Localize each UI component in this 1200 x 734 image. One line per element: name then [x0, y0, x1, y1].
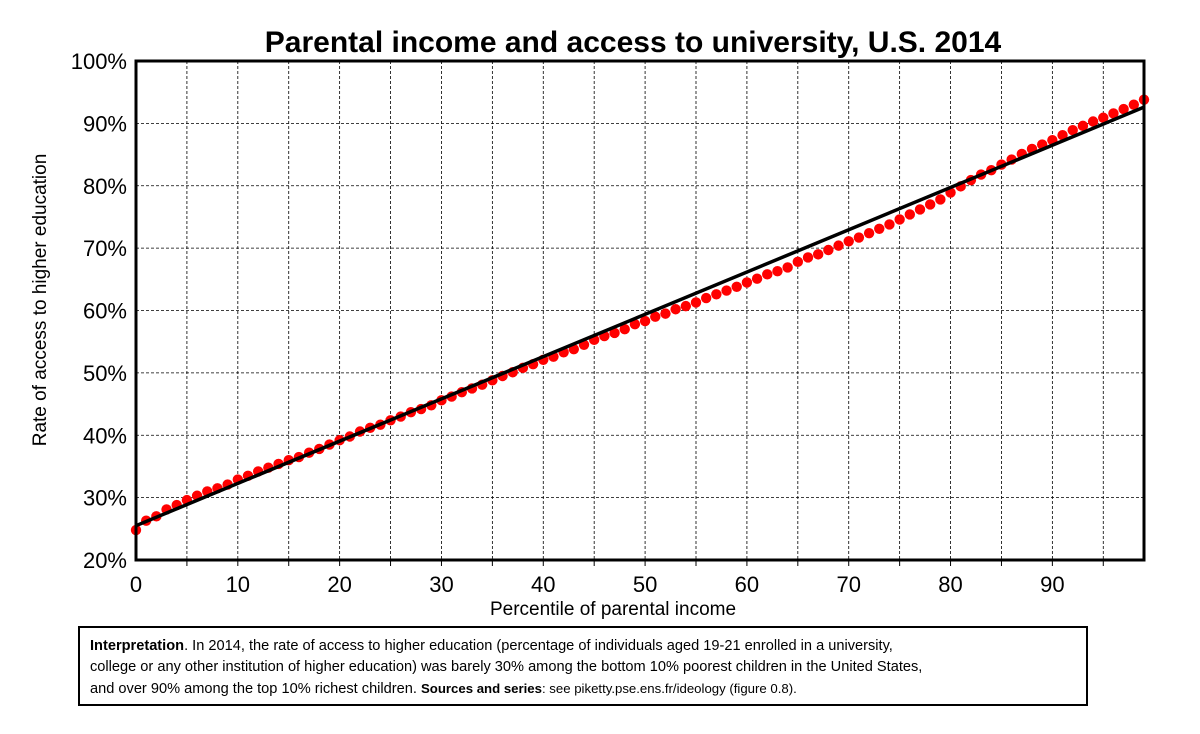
data-point — [823, 244, 834, 256]
y-tick-label: 90% — [83, 111, 127, 136]
data-point — [762, 269, 773, 280]
data-point — [721, 285, 732, 296]
data-point — [650, 311, 661, 322]
data-point — [812, 249, 824, 260]
y-tick-label: 60% — [83, 299, 127, 324]
trend-line — [135, 105, 1145, 528]
data-point — [741, 277, 753, 288]
note-line-2: college or any other institution of high… — [90, 659, 923, 675]
data-point — [833, 240, 844, 251]
data-point — [711, 289, 722, 300]
y-tick-label: 80% — [83, 174, 127, 199]
data-point — [639, 315, 651, 327]
data-point — [1087, 116, 1099, 127]
data-point — [843, 236, 854, 247]
data-point — [629, 319, 641, 330]
data-point — [914, 204, 926, 215]
x-tick-label: 10 — [226, 572, 250, 597]
data-point — [853, 232, 865, 243]
data-point — [904, 209, 916, 220]
data-point — [609, 327, 620, 339]
data-point — [792, 256, 804, 268]
x-tick-label: 90 — [1040, 572, 1064, 597]
y-tick-label: 20% — [83, 548, 127, 573]
data-point — [1118, 103, 1129, 115]
note-interpretation-label: Interpretation — [90, 638, 185, 654]
note-sources-text: : see piketty.pse.ens.fr/ideology (figur… — [541, 681, 797, 696]
data-point — [1098, 112, 1109, 123]
data-point — [884, 219, 895, 230]
data-point — [1128, 99, 1140, 110]
x-tick-label: 20 — [327, 572, 351, 597]
y-tick-label: 100% — [71, 49, 127, 74]
x-tick-label: 60 — [735, 572, 759, 597]
data-point — [1108, 108, 1119, 119]
x-tick-label: 80 — [938, 572, 962, 597]
data-point — [731, 281, 742, 292]
y-tick-labels: 20% 30% 40% 50% 60% 70% 80% 90% 100% — [71, 49, 127, 573]
x-tick-label: 0 — [130, 572, 142, 597]
data-point — [751, 273, 763, 284]
note-line-1: Interpretation. In 2014, the rate of acc… — [90, 636, 1076, 657]
x-tick-label: 30 — [429, 572, 453, 597]
data-point — [863, 227, 875, 239]
x-tick-label: 40 — [531, 572, 555, 597]
grid-lines — [136, 61, 1144, 566]
data-point — [782, 262, 793, 273]
data-point — [690, 297, 702, 308]
data-point — [802, 252, 814, 263]
data-points — [130, 94, 1150, 536]
data-point — [619, 324, 630, 335]
chart-title: Parental income and access to university… — [265, 26, 1002, 59]
data-point — [772, 266, 783, 277]
y-tick-label: 70% — [83, 236, 127, 261]
data-point — [670, 304, 681, 315]
data-point — [894, 214, 905, 225]
y-axis-label: Rate of access to higher education — [30, 154, 51, 447]
data-point — [1067, 125, 1078, 136]
trend-line-layer — [135, 105, 1145, 528]
data-point — [660, 308, 671, 319]
note-line-3: and over 90% among the top 10% richest c… — [90, 678, 1076, 700]
note-line-1-text: . In 2014, the rate of access to higher … — [184, 638, 893, 654]
y-tick-label: 30% — [83, 486, 127, 511]
data-point — [680, 300, 692, 312]
y-tick-label: 50% — [83, 361, 127, 386]
plot-frame — [134, 59, 1146, 562]
data-point — [1057, 130, 1068, 141]
y-tick-label: 40% — [83, 423, 127, 448]
data-point — [935, 194, 946, 205]
note-sources-label: Sources and series — [421, 681, 542, 696]
x-axis-label: Percentile of parental income — [490, 599, 736, 620]
x-tick-label: 50 — [633, 572, 657, 597]
interpretation-note: Interpretation. In 2014, the rate of acc… — [78, 626, 1088, 706]
data-point — [924, 199, 936, 210]
note-line-3-text: and over 90% among the top 10% richest c… — [90, 681, 421, 697]
data-point — [700, 292, 712, 304]
data-point — [874, 223, 885, 234]
chart: Parental income and access to university… — [30, 26, 1150, 620]
x-tick-label: 70 — [836, 572, 860, 597]
x-tick-labels: 0 10 20 30 40 50 60 70 80 90 — [130, 572, 1065, 597]
data-point — [1077, 120, 1089, 132]
